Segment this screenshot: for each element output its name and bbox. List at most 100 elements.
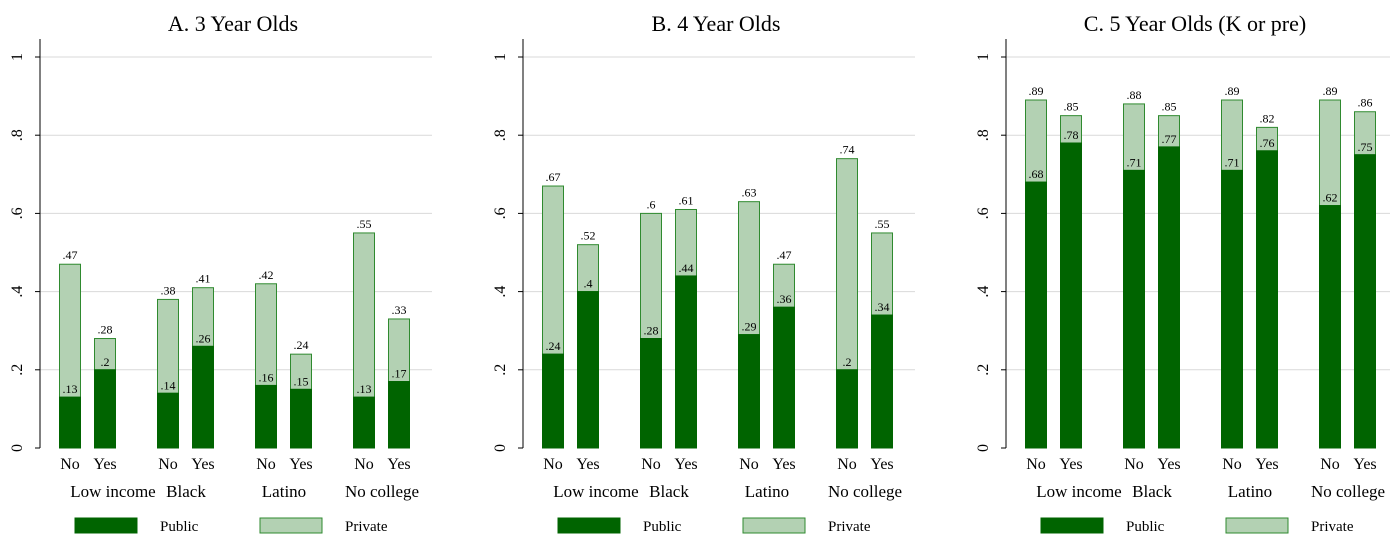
x-subcategory-label: Yes xyxy=(870,456,893,473)
bar-total-value-label: .55 xyxy=(875,217,890,231)
x-group-label: Low income xyxy=(553,482,638,501)
bar-private xyxy=(836,158,858,371)
legend: Public Private xyxy=(74,517,388,535)
bar-public xyxy=(157,392,179,449)
bar-private xyxy=(59,263,81,398)
x-subcategory-label: Yes xyxy=(387,456,410,473)
bar-private xyxy=(542,185,564,355)
bar-total-value-label: .28 xyxy=(98,323,113,337)
x-group-label: Black xyxy=(166,482,206,501)
x-group-label: Low income xyxy=(70,482,155,501)
x-subcategory-label: No xyxy=(739,456,759,473)
y-tick-label: .4 xyxy=(492,286,509,298)
x-subcategory-label: Yes xyxy=(289,456,312,473)
y-tick-label: 1 xyxy=(9,53,26,61)
bar-public xyxy=(1123,169,1145,449)
legend-swatch-public xyxy=(1040,517,1104,534)
bar-public-value-label: .28 xyxy=(644,324,659,338)
bar-public xyxy=(255,384,277,449)
x-subcategory-label: No xyxy=(256,456,276,473)
y-tick-label: .4 xyxy=(975,286,992,298)
bar-public xyxy=(353,396,375,449)
bar-total-value-label: .6 xyxy=(647,197,656,211)
bar-public xyxy=(738,334,760,449)
bar-public xyxy=(542,353,564,449)
y-tick-label: .6 xyxy=(492,207,509,219)
bar-private xyxy=(640,212,662,340)
y-tick-label: 1 xyxy=(975,53,992,61)
bar-public xyxy=(773,306,795,449)
bar-total-value-label: .88 xyxy=(1127,88,1142,102)
legend-label-public: Public xyxy=(643,519,682,535)
y-tick-label: 0 xyxy=(9,444,26,452)
x-group-label: No college xyxy=(828,482,902,501)
bar-total-value-label: .47 xyxy=(777,248,792,262)
bar-public-value-label: .78 xyxy=(1064,128,1079,142)
chart-panel-3: C. 5 Year Olds (K or pre) 0 .2 .4 .6 .8 1 .68 .8… xyxy=(975,11,1390,535)
bar-total-value-label: .41 xyxy=(196,272,211,286)
bar-total-value-label: .85 xyxy=(1162,100,1177,114)
bar-total-value-label: .52 xyxy=(581,229,596,243)
x-subcategory-label: No xyxy=(1222,456,1242,473)
bar-public-value-label: .71 xyxy=(1127,155,1142,169)
bar-public xyxy=(871,314,893,449)
bar-public-value-label: .15 xyxy=(294,374,309,388)
y-tick-label: .8 xyxy=(492,129,509,141)
y-tick-label: .2 xyxy=(9,364,26,376)
bar-public-value-label: .68 xyxy=(1029,167,1044,181)
bar-total-value-label: .24 xyxy=(294,338,309,352)
bar-public-value-label: .2 xyxy=(101,355,110,369)
bar-total-value-label: .86 xyxy=(1358,96,1373,110)
bar-public xyxy=(59,396,81,449)
y-tick-label: 0 xyxy=(975,444,992,452)
x-subcategory-label: Yes xyxy=(576,456,599,473)
bar-public xyxy=(1256,150,1278,449)
legend: Public Private xyxy=(1040,517,1354,535)
legend-swatch-private xyxy=(1225,517,1289,534)
bar-total-value-label: .42 xyxy=(259,268,274,282)
x-subcategory-label: No xyxy=(60,456,80,473)
y-tick-label: .6 xyxy=(9,207,26,219)
x-group-label: Low income xyxy=(1036,482,1121,501)
bar-total-value-label: .67 xyxy=(546,170,561,184)
bar-public xyxy=(1354,154,1376,449)
bar-public xyxy=(1158,146,1180,449)
bar-public xyxy=(675,275,697,449)
chart-title: A. 3 Year Olds xyxy=(168,11,298,36)
bar-public-value-label: .13 xyxy=(357,382,372,396)
bar-public-value-label: .36 xyxy=(777,292,792,306)
legend-label-private: Private xyxy=(345,519,388,535)
bar-public-value-label: .4 xyxy=(584,277,593,291)
y-tick-label: 0 xyxy=(492,444,509,452)
bar-public-value-label: .14 xyxy=(161,378,176,392)
x-subcategory-label: Yes xyxy=(674,456,697,473)
bar-total-value-label: .63 xyxy=(742,186,757,200)
bar-total-value-label: .55 xyxy=(357,217,372,231)
x-subcategory-label: No xyxy=(354,456,374,473)
bar-public-value-label: .17 xyxy=(392,367,407,381)
y-tick-label: .2 xyxy=(975,364,992,376)
bar-public-value-label: .13 xyxy=(63,382,78,396)
bar-total-value-label: .33 xyxy=(392,303,407,317)
bar-total-value-label: .61 xyxy=(679,193,694,207)
bar-public-value-label: .44 xyxy=(679,261,694,275)
x-group-label: Black xyxy=(649,482,689,501)
legend-swatch-private xyxy=(259,517,323,534)
bar-public-value-label: .26 xyxy=(196,331,211,345)
bar-total-value-label: .89 xyxy=(1029,84,1044,98)
y-tick-label: .2 xyxy=(492,364,509,376)
bar-total-value-label: .47 xyxy=(63,248,78,262)
x-subcategory-label: Yes xyxy=(1059,456,1082,473)
bar-public xyxy=(577,291,599,449)
chart-panel-2: B. 4 Year Olds 0 .2 .4 .6 .8 1 .24 .67 No .4 .52 Yes… xyxy=(492,11,915,535)
bar-public-value-label: .16 xyxy=(259,370,274,384)
bar-public-value-label: .34 xyxy=(875,300,890,314)
bar-public xyxy=(388,381,410,449)
y-tick-label: .8 xyxy=(9,129,26,141)
x-subcategory-label: Yes xyxy=(93,456,116,473)
bar-public-value-label: .62 xyxy=(1323,191,1338,205)
x-subcategory-label: Yes xyxy=(1255,456,1278,473)
bar-total-value-label: .38 xyxy=(161,283,176,297)
chart-panel-1: A. 3 Year Olds 0 .2 .4 .6 .8 1 .13 .47 No .2 .28 Yes… xyxy=(9,11,432,535)
bar-private xyxy=(738,201,760,336)
